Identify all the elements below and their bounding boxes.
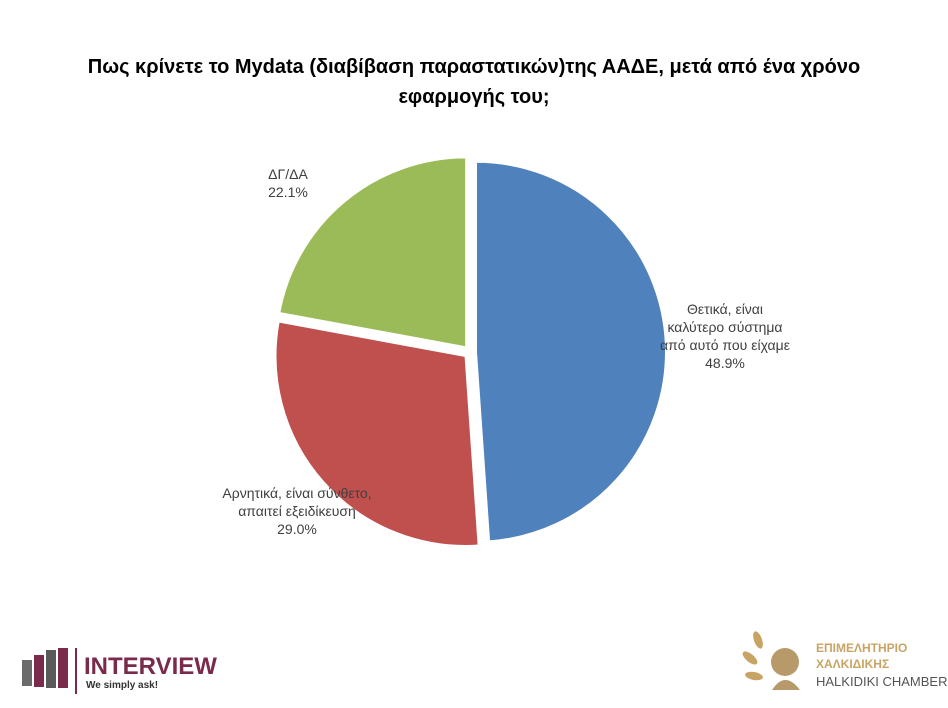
label-text: Αρνητικά, είναι σύνθετο, απαιτεί εξειδίκ… bbox=[222, 485, 372, 519]
data-label: ΔΓ/ΔΑ 22.1% bbox=[228, 165, 348, 201]
label-text: 22.1% bbox=[268, 184, 308, 200]
pie-slice bbox=[274, 320, 480, 547]
label-text: ΔΓ/ΔΑ bbox=[268, 166, 308, 182]
label-text: 29.0% bbox=[277, 521, 317, 537]
chart-title: Πως κρίνετε το Mydata (διαβίβαση παραστα… bbox=[87, 56, 861, 108]
data-label: Αρνητικά, είναι σύνθετο, απαιτεί εξειδίκ… bbox=[222, 484, 372, 538]
pie-slice bbox=[474, 160, 667, 543]
label-text: 48.9% bbox=[705, 355, 745, 371]
label-text: Θετικά, είναι καλύτερο σύστημα από αυτό … bbox=[660, 301, 790, 353]
pie-slice bbox=[278, 156, 468, 349]
data-label: Θετικά, είναι καλύτερο σύστημα από αυτό … bbox=[660, 300, 790, 372]
